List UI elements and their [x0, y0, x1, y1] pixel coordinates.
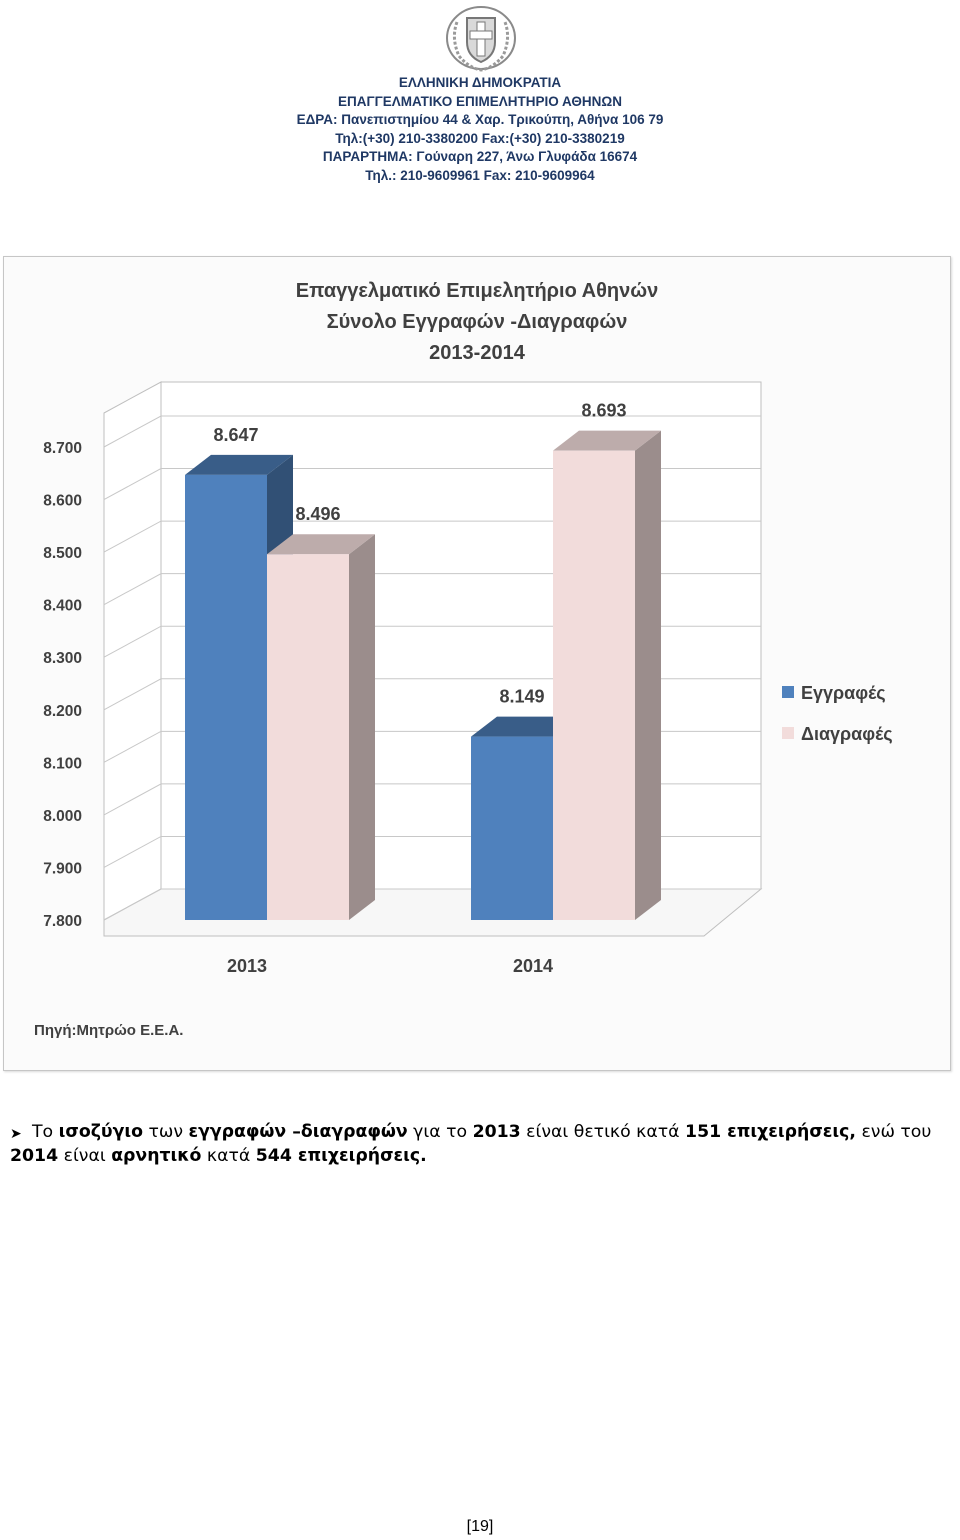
legend-label: Διαγραφές	[801, 724, 893, 744]
arrow-bullet-icon: ➤	[10, 1126, 22, 1142]
y-tick-label: 8.200	[43, 703, 82, 720]
y-tick-label: 8.600	[43, 493, 82, 510]
summary-t7: κατά	[201, 1146, 256, 1166]
y-tick-label: 8.400	[43, 598, 82, 615]
chart-source-note: Πηγή:Μητρώο Ε.Ε.Α.	[34, 1022, 183, 1039]
header-line-chamber: ΕΠΑΓΓΕΛΜΑΤΙΚΟ ΕΠΙΜΕΛΗΤΗΡΙΟ ΑΘΗΝΩΝ	[338, 93, 622, 109]
summary-b4: 151 επιχειρήσεις,	[685, 1122, 856, 1142]
summary-t1: Το	[32, 1122, 59, 1142]
header-line-country: ΕΛΛΗΝΙΚΗ ΔΗΜΟΚΡΑΤΙΑ	[398, 75, 562, 90]
coat-of-arms-emblem	[446, 6, 516, 72]
legend-swatch	[782, 686, 794, 698]
y-tick-label: 8.000	[43, 808, 82, 825]
legend-swatch	[782, 727, 794, 739]
bar-Διαγραφές-2013	[267, 554, 349, 920]
letterhead: ΕΛΛΗΝΙΚΗ ΔΗΜΟΚΡΑΤΙΑ ΕΠΑΓΓΕΛΜΑΤΙΚΟ ΕΠΙΜΕΛ…	[0, 74, 960, 186]
bar-Εγγραφές-2014	[471, 736, 553, 920]
chart-title-line-3: 2013-2014	[429, 342, 526, 364]
summary-b1: ισοζύγιο	[58, 1122, 143, 1142]
summary-t2: των	[142, 1122, 189, 1142]
bar-Διαγραφές-2014	[553, 450, 635, 920]
y-tick-label: 7.900	[43, 860, 82, 877]
summary-b3: 2013	[472, 1122, 521, 1142]
summary-b6: αρνητικό	[111, 1146, 202, 1166]
category-label: 2014	[513, 956, 553, 976]
chart-frame: Επαγγελματικό Επιμελητήριο Αθηνών Σύνολο…	[3, 256, 951, 1071]
summary-b7: 544 επιχειρήσεις.	[255, 1146, 427, 1166]
bar-top	[553, 430, 661, 451]
page-number: [19]	[466, 1518, 494, 1535]
summary-paragraph: ➤ Το ισοζύγιο των εγγραφών –διαγραφών γι…	[10, 1120, 960, 1168]
header-line-address: ΕΔΡΑ: Πανεπιστημίου 44 & Χαρ. Τρικούπη, …	[296, 112, 664, 128]
summary-t6: είναι	[58, 1146, 112, 1166]
data-label: 8.149	[499, 687, 544, 707]
bar-top	[185, 454, 293, 475]
registrations-chart: Επαγγελματικό Επιμελητήριο Αθηνών Σύνολο…	[34, 280, 893, 1039]
chart-title-line-2: Σύνολο Εγγραφών -Διαγραφών	[327, 311, 628, 333]
bar-side	[349, 534, 375, 920]
y-tick-label: 8.700	[43, 440, 82, 457]
chart-title-line-1: Επαγγελματικό Επιμελητήριο Αθηνών	[296, 280, 659, 302]
y-tick-label: 8.500	[43, 545, 82, 562]
data-label: 8.496	[295, 504, 340, 524]
header-line-branch-phone: Τηλ.: 210-9609961 Fax: 210-9609964	[365, 167, 595, 183]
bar-Εγγραφές-2013	[185, 474, 267, 920]
category-label: 2013	[227, 956, 267, 976]
gridline	[103, 415, 761, 448]
header-line-phone: Τηλ:(+30) 210-3380200 Fax:(+30) 210-3380…	[335, 130, 625, 146]
summary-t4: είναι θετικό κατά	[520, 1122, 686, 1142]
y-tick-label: 7.800	[43, 913, 82, 930]
summary-text: Το ισοζύγιο των εγγραφών –διαγραφών για …	[10, 1120, 960, 1168]
legend-label: Εγγραφές	[801, 683, 886, 703]
summary-t3: για το	[407, 1122, 473, 1142]
summary-b2: εγγραφών –διαγραφών	[188, 1122, 408, 1142]
bar-top	[471, 716, 579, 737]
bar-top	[267, 534, 375, 555]
chart-side-wall	[103, 381, 162, 921]
y-tick-label: 8.300	[43, 650, 82, 667]
data-label: 8.647	[213, 425, 258, 445]
summary-t5: ενώ του	[855, 1122, 932, 1142]
y-tick-label: 8.100	[43, 755, 82, 772]
bar-side	[635, 430, 661, 920]
summary-b5: 2014	[10, 1146, 59, 1166]
data-label: 8.693	[581, 401, 626, 421]
header-line-branch: ΠΑΡΑΡΤΗΜΑ: Γούναρη 227, Άνω Γλυφάδα 1667…	[322, 149, 638, 165]
